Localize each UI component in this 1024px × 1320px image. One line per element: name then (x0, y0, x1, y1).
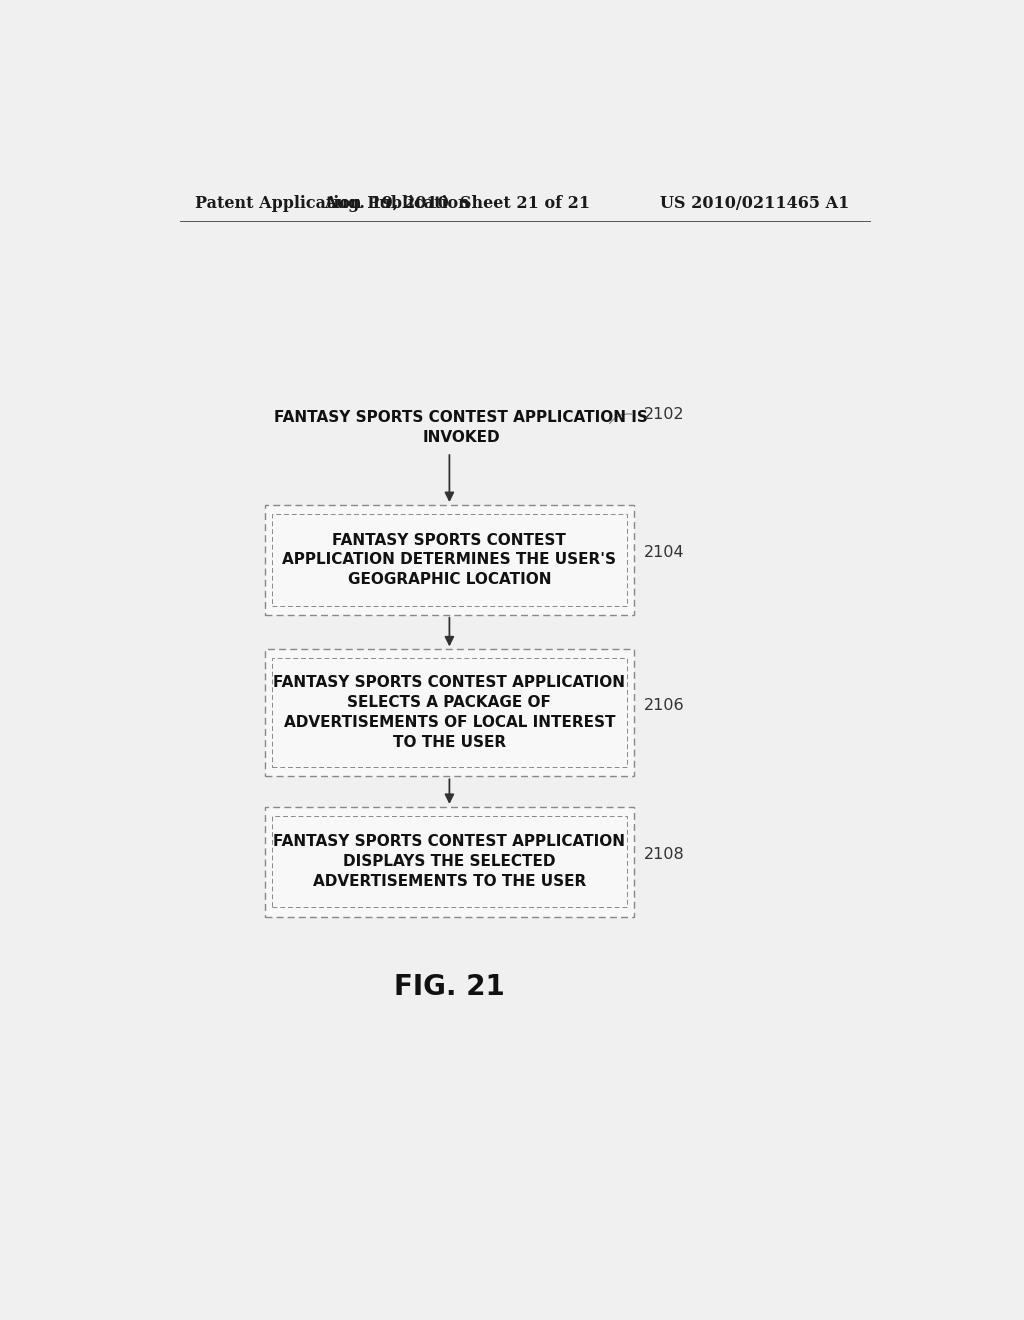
Bar (265, 506, 634, 615)
Text: 2104: 2104 (644, 545, 684, 560)
Text: Patent Application Publication: Patent Application Publication (196, 194, 470, 211)
Text: 2102: 2102 (644, 407, 684, 422)
Text: FANTASY SPORTS CONTEST APPLICATION IS
INVOKED: FANTASY SPORTS CONTEST APPLICATION IS IN… (274, 411, 648, 445)
Text: FANTASY SPORTS CONTEST
APPLICATION DETERMINES THE USER'S
GEOGRAPHIC LOCATION: FANTASY SPORTS CONTEST APPLICATION DETER… (283, 532, 616, 587)
Text: 2108: 2108 (644, 847, 685, 862)
Text: Aug. 19, 2010  Sheet 21 of 21: Aug. 19, 2010 Sheet 21 of 21 (325, 194, 591, 211)
Text: FIG. 21: FIG. 21 (394, 973, 505, 1001)
Bar (265, 807, 634, 916)
Bar (272, 816, 627, 907)
Bar (272, 657, 627, 767)
Text: FANTASY SPORTS CONTEST APPLICATION
DISPLAYS THE SELECTED
ADVERTISEMENTS TO THE U: FANTASY SPORTS CONTEST APPLICATION DISPL… (273, 834, 626, 890)
Bar (265, 649, 634, 776)
Text: FANTASY SPORTS CONTEST APPLICATION
SELECTS A PACKAGE OF
ADVERTISEMENTS OF LOCAL : FANTASY SPORTS CONTEST APPLICATION SELEC… (273, 675, 626, 750)
Text: 2106: 2106 (644, 698, 684, 713)
Bar (272, 515, 627, 606)
Text: US 2010/0211465 A1: US 2010/0211465 A1 (660, 194, 850, 211)
